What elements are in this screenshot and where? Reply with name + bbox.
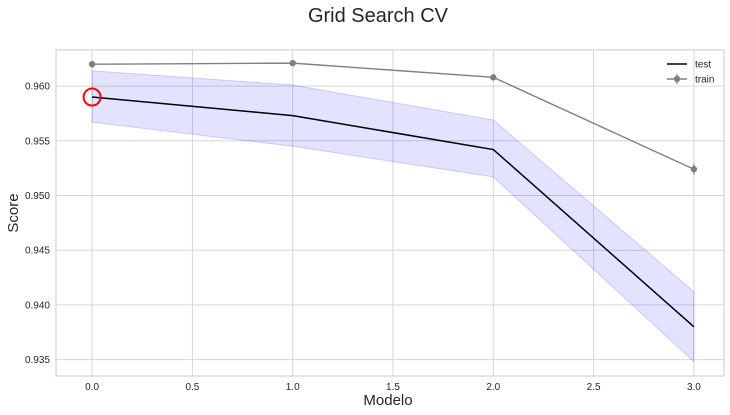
- test-confidence-band: [91, 70, 695, 363]
- y-axis-label: Score: [5, 193, 22, 232]
- confidence-band-layer: [91, 70, 695, 363]
- train-line: [92, 62, 695, 170]
- y-tick-label: 0.960: [25, 82, 50, 93]
- y-tick-label: 0.955: [25, 136, 50, 147]
- x-tick-label: 1.5: [386, 382, 400, 393]
- best-score-highlight-marker: [82, 87, 102, 107]
- y-tick-label: 0.935: [25, 355, 50, 366]
- legend-label-train: train: [695, 75, 714, 86]
- series-layer: [82, 59, 698, 328]
- train-point: [490, 74, 497, 81]
- x-tick-label: 0.0: [85, 382, 99, 393]
- x-axis-label: Modelo: [363, 392, 412, 409]
- legend: test train: [667, 60, 714, 86]
- train-point: [88, 61, 96, 68]
- test-line: [92, 96, 695, 328]
- grid-lines: [56, 50, 724, 376]
- x-tick-label: 3.0: [687, 382, 701, 393]
- x-tick-label: 0.5: [185, 382, 199, 393]
- y-tick-label: 0.950: [25, 191, 50, 202]
- chart-title: Grid Search CV: [308, 5, 449, 27]
- x-tick-label: 2.0: [486, 382, 500, 393]
- tick-labels: 0.0 0.5 1.0 1.5 2.0 2.5 3.0 0.935 0.940 0.945 0.95…: [25, 82, 701, 393]
- train-point: [289, 59, 296, 67]
- legend-label-test: test: [695, 60, 711, 71]
- x-tick-label: 2.5: [587, 382, 601, 393]
- train-point: [690, 166, 698, 173]
- legend-marker-train: [673, 75, 681, 83]
- y-tick-label: 0.940: [25, 300, 50, 311]
- y-tick-label: 0.945: [25, 246, 50, 257]
- x-tick-label: 1.0: [286, 382, 300, 393]
